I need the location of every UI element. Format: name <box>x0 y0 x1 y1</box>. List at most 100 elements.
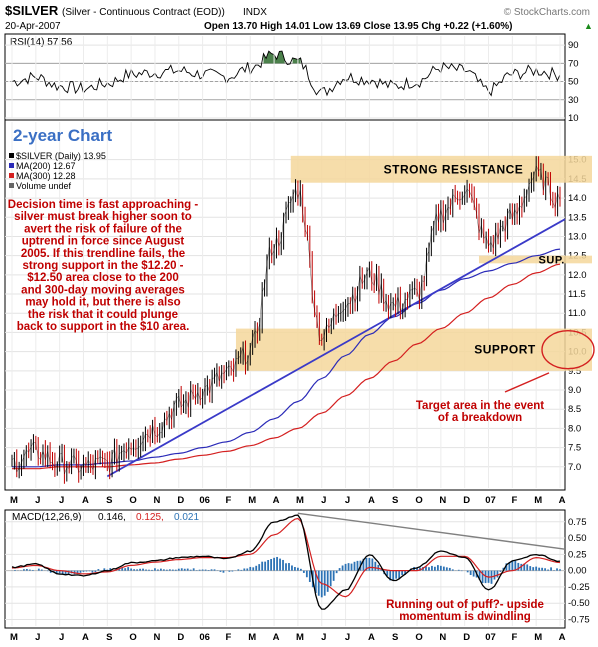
macd-histogram-bar <box>544 568 547 571</box>
macd-histogram-bar <box>270 559 273 571</box>
macd-histogram-bar <box>332 570 335 581</box>
macd-histogram-bar <box>279 558 281 571</box>
macd-histogram-bar <box>124 568 127 571</box>
macd-histogram-bar <box>264 561 267 571</box>
month-label: J <box>35 632 40 643</box>
macd-histogram-bar <box>186 568 189 571</box>
macd-histogram-bar <box>529 566 532 571</box>
macd-histogram-bar <box>302 570 305 573</box>
macd-histogram-bar <box>91 570 94 573</box>
price-tick-label: 7.5 <box>568 443 581 454</box>
macd-histogram-bar <box>148 569 150 571</box>
macd-histogram-bar <box>37 568 40 571</box>
macd-histogram-bar <box>445 567 448 571</box>
macd-histogram-bar <box>160 568 162 571</box>
month-label: 07 <box>485 495 496 506</box>
month-label: S <box>392 632 398 643</box>
macd-histogram-bar <box>496 570 499 578</box>
macd-histogram-bar <box>344 563 347 571</box>
macd-histogram-bar <box>481 570 484 584</box>
month-label: M <box>296 632 304 643</box>
month-label: F <box>226 495 232 506</box>
month-label: A <box>559 495 566 506</box>
macd-histogram-bar <box>82 570 85 572</box>
month-axis-top: M J J A S O N D 06 F M A M J J A S O N D 07 F M A <box>10 495 566 506</box>
macd-label-prefix: MACD(12,26,9) <box>12 512 81 523</box>
macd-histogram-bar <box>25 568 28 571</box>
macd-histogram-bar <box>64 570 67 575</box>
month-label: A <box>368 632 375 643</box>
commentary-line: 2005. If this trendline fails, the <box>21 248 185 260</box>
month-label: M <box>248 632 256 643</box>
rsi-tick-label: 50 <box>568 77 579 88</box>
month-label: A <box>368 495 375 506</box>
macd-histogram-bar <box>439 565 442 571</box>
commentary-line: back to support in the $10 area. <box>17 321 190 333</box>
macd-panel <box>4 509 566 629</box>
commentary-line: and 300-day moving averages <box>21 284 185 296</box>
macd-histogram-bar <box>61 570 64 575</box>
macd-histogram-bar <box>282 559 284 571</box>
macd-histogram-bar <box>341 565 344 571</box>
macd-histogram-bar <box>377 564 380 571</box>
month-label: D <box>463 632 470 643</box>
macd-histogram-bar <box>419 567 421 571</box>
macd-histogram-bar <box>127 567 130 571</box>
macd-histogram-bar <box>299 568 302 571</box>
price-series <box>11 156 566 484</box>
macd-histogram-bar <box>493 570 496 580</box>
macd-histogram-bar <box>55 570 58 575</box>
ma300-line <box>12 263 561 470</box>
macd-histogram-bar <box>213 569 216 571</box>
month-label: M <box>534 632 542 643</box>
macd-histogram-bar <box>398 570 401 579</box>
legend-entry: MA(300) 12.28 <box>16 171 76 181</box>
macd-histogram-bar <box>547 569 549 571</box>
macd-tick-label: 0.50 <box>568 533 587 544</box>
month-label: M <box>248 495 256 506</box>
legend-entry: MA(200) 12.67 <box>16 161 76 171</box>
macd-histogram-bar <box>338 568 341 571</box>
macd-signal-value: 0.125, <box>136 512 164 523</box>
macd-histogram-bar <box>130 568 133 571</box>
rsi-tick-label: 90 <box>568 40 579 51</box>
month-label: N <box>154 632 161 643</box>
macd-histogram-bar <box>556 568 558 571</box>
macd-histogram-bar <box>109 568 112 571</box>
macd-tick-label: -0.50 <box>568 598 590 609</box>
commentary-line: silver must break higher soon to <box>14 211 192 223</box>
macd-histogram-bar <box>267 560 270 571</box>
macd-histogram-bar <box>308 570 311 582</box>
macd-histogram-bar <box>171 569 174 571</box>
macd-histogram-bar <box>347 563 350 571</box>
macd-histogram-bar <box>314 570 317 594</box>
macd-histogram-bar <box>88 570 91 572</box>
month-label: A <box>559 632 566 643</box>
macd-histogram-bar <box>165 569 168 571</box>
month-label: S <box>106 495 112 506</box>
month-label: A <box>82 495 89 506</box>
macd-histogram-bar <box>335 570 338 574</box>
macd-histogram-bar <box>472 570 475 577</box>
macd-histogram-bar <box>210 569 213 571</box>
month-label: J <box>345 632 350 643</box>
macd-histogram-bar <box>550 567 552 571</box>
price-tick-label: 13.0 <box>568 231 587 242</box>
macd-histogram-bar <box>46 570 49 572</box>
price-tick-label: 14.0 <box>568 193 587 204</box>
macd-histogram-bar <box>85 570 88 572</box>
month-label: J <box>35 495 40 506</box>
macd-histogram-bar <box>180 568 183 571</box>
support-label: SUPPORT <box>474 343 536 357</box>
macd-histogram-bar <box>133 569 136 571</box>
macd-histogram-bar <box>40 569 43 571</box>
price-tick-label: 8.5 <box>568 404 581 415</box>
macd-histogram-bar <box>297 567 299 571</box>
rsi-axis: 90 70 50 30 10 <box>5 40 579 124</box>
price-tick-label: 13.5 <box>568 212 587 223</box>
macd-histogram-bar <box>523 563 526 571</box>
macd-histogram-bar <box>291 565 293 571</box>
macd-histogram-bar <box>431 565 433 571</box>
exchange: INDX <box>243 7 267 18</box>
